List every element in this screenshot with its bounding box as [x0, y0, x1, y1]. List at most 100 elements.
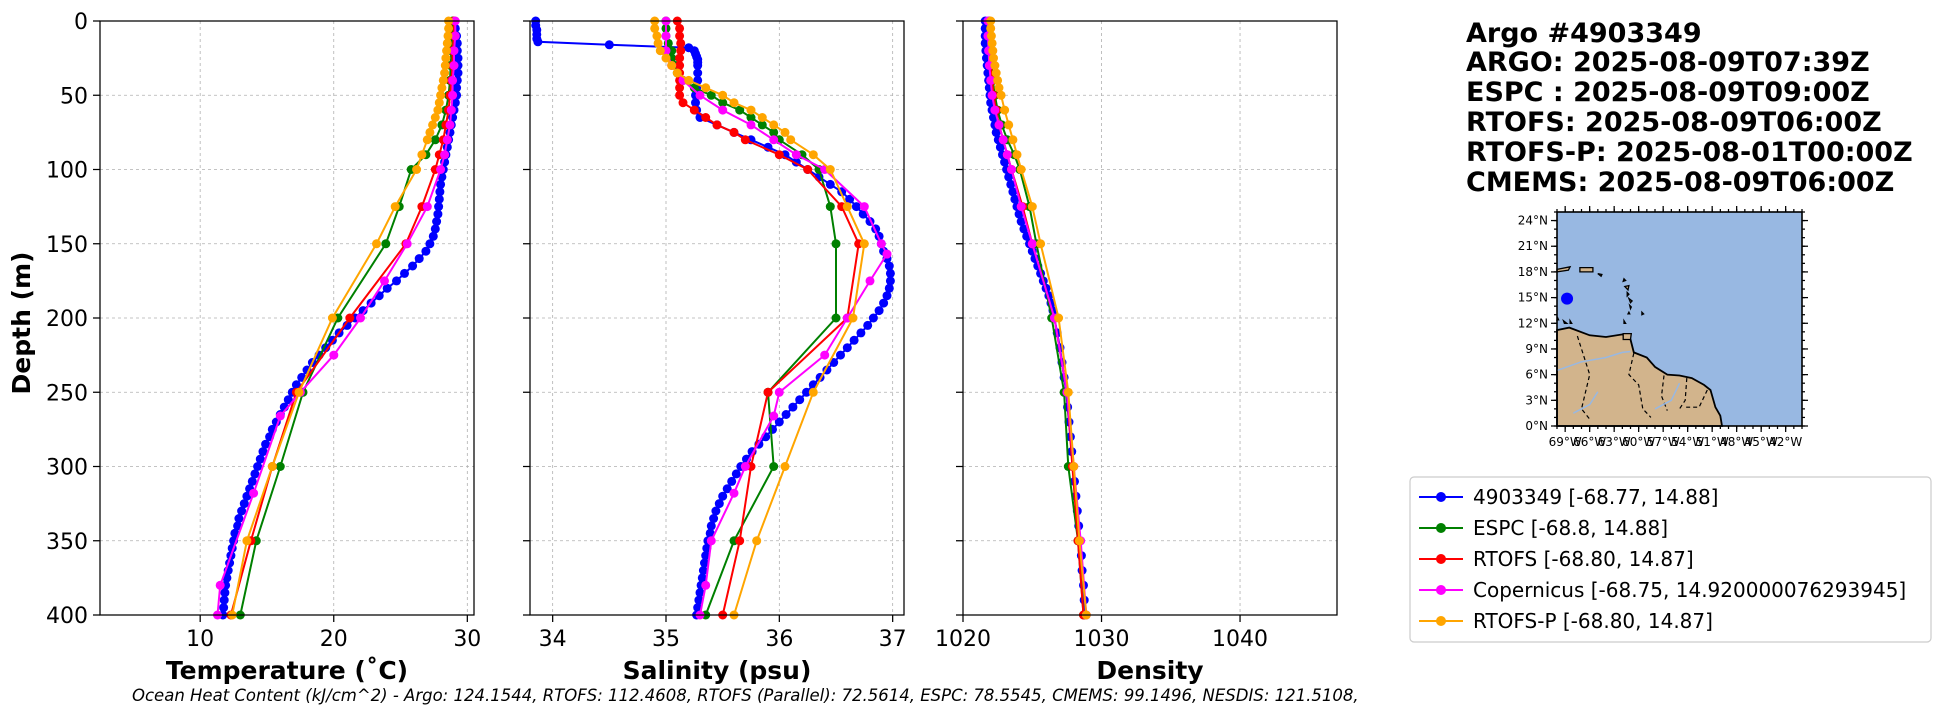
temperature-ytick-label: 0: [74, 10, 88, 35]
legend-label: RTOFS [-68.80, 14.87]: [1473, 547, 1694, 571]
salinity-argo-point: [693, 603, 703, 613]
map-lon-label: 69°W: [1549, 435, 1582, 449]
salinity-argo-point: [705, 528, 715, 538]
temperature-argo-point: [342, 320, 352, 330]
legend: 4903349 [-68.77, 14.88] ESPC [-68.8, 14.8…: [1409, 476, 1932, 643]
salinity-argo-point: [868, 313, 878, 323]
temperature-argo-point: [436, 179, 446, 189]
salinity-copernicus-point: [695, 90, 705, 100]
temperature-rtofs_p-point: [433, 105, 443, 115]
temperature-rtofs_p-point: [422, 135, 432, 145]
salinity-xtick-label: 34: [539, 627, 567, 652]
map-lat-label: 21°N: [1518, 239, 1548, 253]
density-copernicus-point: [987, 90, 997, 100]
temperature-rtofs_p-point: [417, 150, 427, 160]
temperature-rtofs_p-point: [442, 46, 452, 56]
temperature-argo-point: [453, 68, 463, 78]
salinity-argo-point: [788, 402, 798, 412]
map-lon-label: 45°W: [1745, 435, 1778, 449]
density-rtofs_p-point: [1063, 387, 1073, 397]
salinity-rtofs-point: [675, 90, 685, 100]
temperature-copernicus-point: [449, 46, 459, 56]
temperature-espc-point: [430, 135, 440, 145]
salinity-rtofs_p-point: [769, 120, 779, 130]
temperature-argo-point: [382, 283, 392, 293]
density-copernicus-point: [1027, 239, 1037, 249]
salinity-rtofs_p-point: [672, 68, 682, 78]
temperature-ytick-label: 250: [46, 381, 88, 406]
density-panel: 1020 1030 1040 Density: [935, 16, 1338, 685]
legend-item-rtofs_p: RTOFS-P [-68.80, 14.87]: [1419, 609, 1713, 633]
salinity-axis-label: Salinity (psu): [623, 656, 812, 685]
salinity-copernicus-point: [859, 202, 869, 212]
map-island: [1579, 266, 1594, 273]
density-xtick-label: 1030: [1074, 627, 1130, 652]
salinity-copernicus-point: [876, 239, 886, 249]
salinity-argo-point: [533, 37, 543, 47]
salinity-copernicus-point: [791, 150, 801, 160]
salinity-argo-point: [849, 335, 859, 345]
legend-label: ESPC [-68.8, 14.88]: [1473, 516, 1668, 540]
temperature-argo-point: [237, 506, 247, 516]
salinity-argo-point: [718, 491, 728, 501]
temperature-argo-point: [414, 254, 424, 264]
temperature-copernicus-point: [450, 31, 460, 41]
salinity-rtofs_p-point: [780, 462, 790, 471]
density-argo-point: [991, 127, 1001, 137]
temperature-argo-point: [230, 528, 240, 538]
density-rtofs_p-point: [1008, 135, 1018, 145]
temperature-rtofs_p-point: [437, 83, 447, 93]
temperature-ytick-label: 300: [46, 456, 88, 481]
temperature-xtick-label: 30: [453, 627, 481, 652]
salinity-argo-point: [856, 328, 866, 338]
salinity-argo-point: [781, 410, 791, 419]
map-island: [1597, 272, 1603, 278]
temperature-argo-point: [253, 462, 263, 471]
salinity-copernicus-point: [661, 31, 671, 41]
density-copernicus-point: [998, 135, 1008, 145]
salinity-argo-point: [874, 306, 884, 316]
salinity-rtofs-point: [676, 38, 686, 48]
salinity-argo-point: [836, 350, 845, 360]
temperature-grid: [100, 20, 474, 616]
temperature-argo-point: [233, 521, 243, 531]
temperature-rtofs_p-point: [440, 68, 450, 78]
density-argo-point: [1006, 179, 1016, 189]
density-rtofs_p-point: [1027, 202, 1037, 212]
temperature-copernicus-point: [445, 120, 455, 130]
temperature-rtofs_p-point: [267, 462, 277, 471]
salinity-rtofs_p-point: [729, 98, 739, 108]
salinity-argo-point: [768, 424, 777, 434]
legend-item-argo: 4903349 [-68.77, 14.88]: [1419, 485, 1718, 509]
map-lat-label: 18°N: [1518, 265, 1548, 279]
temperature-rtofs_p-point: [428, 120, 438, 130]
map-lon-label: 42°W: [1769, 435, 1802, 449]
legend-marker: [1436, 554, 1446, 564]
legend-item-rtofs: RTOFS [-68.80, 14.87]: [1419, 547, 1694, 571]
salinity-argo-point: [851, 202, 861, 212]
map-lon-label: 51°W: [1696, 435, 1729, 449]
temperature-argo-point: [283, 395, 293, 405]
map-border: [1678, 378, 1688, 410]
density-copernicus-point: [1007, 165, 1016, 174]
temperature-argo-point: [220, 588, 230, 598]
salinity-argo-point: [693, 68, 703, 78]
salinity-rtofs-point: [676, 46, 686, 56]
salinity-rtofs_p-point: [825, 165, 835, 174]
salinity-argo-point: [706, 521, 716, 531]
salinity-copernicus-point: [701, 580, 711, 590]
salinity-argo-point: [604, 40, 614, 50]
map-land: [1556, 326, 1724, 427]
map-island: [1627, 296, 1634, 304]
density-rtofs_p-point: [994, 83, 1004, 93]
salinity-espc-point: [825, 202, 835, 212]
legend-label: 4903349 [-68.77, 14.88]: [1473, 485, 1718, 509]
map-border: [1660, 375, 1668, 411]
salinity-rtofs_p-point: [701, 83, 711, 93]
title-cmems-time: CMEMS: 2025-08-09T06:00Z: [1466, 167, 1894, 198]
salinity-rtofs-point: [689, 105, 699, 115]
temperature-ytick-label: 400: [46, 604, 88, 629]
map-border: [1576, 335, 1591, 420]
temperature-argo-point: [219, 595, 229, 605]
